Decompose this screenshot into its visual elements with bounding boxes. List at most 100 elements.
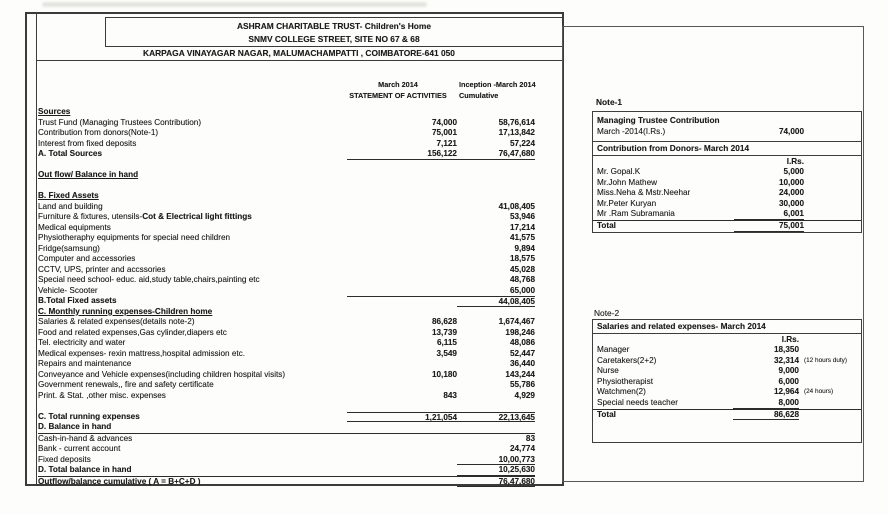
row-value-march	[347, 107, 457, 118]
row-label: Government renewals,, fire and safety ce…	[38, 380, 214, 389]
row-value-cumulative: 41,08,405	[498, 201, 535, 211]
row-value-cumulative	[457, 107, 535, 118]
salary-row: Manager 18,350	[593, 345, 861, 356]
row-value-march	[347, 233, 457, 244]
statement-row: Food and related expenses,Gas cylinder,d…	[38, 328, 535, 339]
donor-row: Total 75,001	[593, 219, 861, 232]
salary-note: (24 hours)	[804, 388, 834, 396]
row-label: Cash-in-hand & advances	[38, 433, 133, 443]
statement-row: Salaries & related expenses(details note…	[38, 317, 535, 328]
row-label: Vehicle- Scooter	[38, 285, 98, 295]
row-value-march	[347, 244, 457, 255]
donor-name: Mr.Peter Kuryan	[597, 198, 657, 208]
salary-amount: 9,000	[778, 366, 800, 376]
managing-trustee-amount: 74,000	[778, 127, 804, 136]
row-label: Food and related expenses,Gas cylinder,d…	[38, 327, 227, 337]
note2-table: Salaries and related expenses- March 201…	[592, 319, 862, 443]
row-value-cumulative: 17,214	[509, 222, 535, 232]
salary-amount: 32,314	[773, 355, 799, 365]
notes-panel: Note-1 Managing Trustee Contribution Mar…	[562, 26, 864, 482]
donor-row: Mr .Ram Subramania 6,001	[593, 209, 861, 220]
managing-trustee-month: March -2014(I.Rs.)	[597, 127, 666, 136]
salary-role: Watchmen(2)	[597, 387, 646, 397]
salary-note	[799, 398, 861, 409]
row-value-cumulative	[457, 160, 535, 171]
row-value-march	[347, 212, 457, 223]
statement-row: Physiotheraphy equipments for special ne…	[38, 233, 535, 244]
row-label: Computer and accessories	[38, 254, 136, 263]
salary-role: Caretakers(2+2)	[597, 355, 657, 365]
row-value-march	[347, 422, 457, 433]
statement-row: C. Total running expenses 1,21,054 22,13…	[38, 411, 535, 422]
row-label	[38, 160, 347, 171]
row-value-cumulative	[457, 422, 535, 433]
row-label: B. Fixed Assets	[38, 191, 99, 200]
statement-row	[38, 160, 535, 171]
salary-row: Physiotherapist 6,000	[593, 377, 861, 388]
row-label: Trust Fund (Managing Trustees Contributi…	[38, 117, 202, 127]
donor-name: Mr.John Mathew	[597, 177, 658, 187]
donor-amount: 6,001	[734, 209, 804, 220]
donor-name: Mr .Ram Subramania	[597, 209, 675, 219]
salary-role: Nurse	[597, 366, 619, 376]
statement-row: CCTV, UPS, printer and accssories 45,028	[38, 265, 535, 276]
donor-amount: 24,000	[778, 188, 804, 198]
row-value-cumulative: 41,575	[509, 233, 535, 242]
row-value-march: 74,000	[431, 117, 457, 127]
row-label: C. Monthly running expenses-Children hom…	[38, 306, 213, 316]
row-label: Contribution from donors(Note-1)	[38, 128, 159, 137]
salary-note	[799, 345, 861, 356]
row-value-march	[347, 465, 457, 476]
row-value-cumulative: 143,244	[505, 369, 535, 379]
row-label: Sources	[38, 107, 71, 116]
row-value-cumulative: 57,224	[509, 138, 535, 148]
row-label: Physiotheraphy equipments for special ne…	[38, 233, 231, 242]
row-value-cumulative: 58,76,614	[498, 117, 535, 127]
statement-row: Tel. electricity and water 6,115 48,086	[38, 338, 535, 349]
note1-currency-label: I.Rs.	[786, 157, 804, 166]
row-label: Furniture & fixtures, utensils-Cot & Ele…	[38, 212, 252, 221]
salary-note	[799, 366, 861, 377]
row-value-cumulative: 83	[525, 433, 535, 443]
column-header-cumulative-line2: Cumulative	[459, 90, 499, 100]
managing-trustee-section: Managing Trustee Contribution March -201…	[593, 112, 861, 142]
statement-row: Interest from fixed deposits 7,121 57,22…	[38, 139, 535, 150]
salary-row: Total 86,628	[593, 408, 861, 421]
statement-row: Furniture & fixtures, utensils-Cot & Ele…	[38, 212, 535, 223]
row-value-march	[347, 477, 457, 488]
column-header-march: March 2014 STATEMENT OF ACTIVITIES	[323, 80, 473, 101]
row-value-cumulative: 44,08,405	[457, 296, 535, 307]
row-value-march	[347, 254, 457, 265]
statement-row: B.Total Fixed assets 44,08,405	[38, 296, 535, 307]
row-value-march	[347, 170, 457, 181]
donor-row: Mr.John Mathew 10,000	[593, 178, 861, 189]
salary-note	[799, 410, 861, 421]
row-label: Salaries & related expenses(details note…	[38, 317, 195, 326]
salary-row: Watchmen(2) 12,964 (24 hours)	[593, 387, 861, 398]
donors-heading: Contribution from Donors- March 2014	[593, 142, 861, 156]
row-label	[38, 181, 347, 192]
donor-name: Miss.Neha & Mstr.Neehar	[597, 188, 691, 198]
managing-trustee-row: March -2014(I.Rs.) 74,000	[593, 126, 861, 138]
managing-trustee-heading: Managing Trustee Contribution	[597, 115, 720, 125]
column-header-cumulative-line1: Inception -March 2014	[459, 80, 536, 89]
statement-of-activities-table: ASHRAM CHARITABLE TRUST- Children's Home…	[25, 12, 564, 488]
row-value-march	[347, 444, 457, 455]
row-label: D. Balance in hand	[38, 422, 112, 431]
salary-amount: 6,000	[778, 376, 800, 386]
row-label: Repairs and maintenance	[38, 359, 132, 368]
salary-rows: Manager 18,350 Caretakers(2+2) 32,314 (1…	[593, 345, 861, 421]
salary-note	[799, 377, 861, 388]
row-value-march	[347, 359, 457, 370]
statement-row: Conveyance and Vehicle expenses(includin…	[38, 370, 535, 381]
donor-amount: 5,000	[783, 167, 805, 176]
left-gutter-line	[36, 14, 37, 484]
row-value-cumulative: 52,447	[509, 348, 535, 358]
row-value-march	[347, 275, 457, 286]
column-header-march-line1: March 2014	[378, 80, 418, 89]
statement-row: A. Total Sources 156,122 76,47,680	[38, 149, 535, 160]
row-value-march	[347, 401, 457, 412]
statement-row: D. Total balance in hand 10,25,630	[38, 465, 535, 476]
statement-row: Medical equipments 17,214	[38, 223, 535, 234]
